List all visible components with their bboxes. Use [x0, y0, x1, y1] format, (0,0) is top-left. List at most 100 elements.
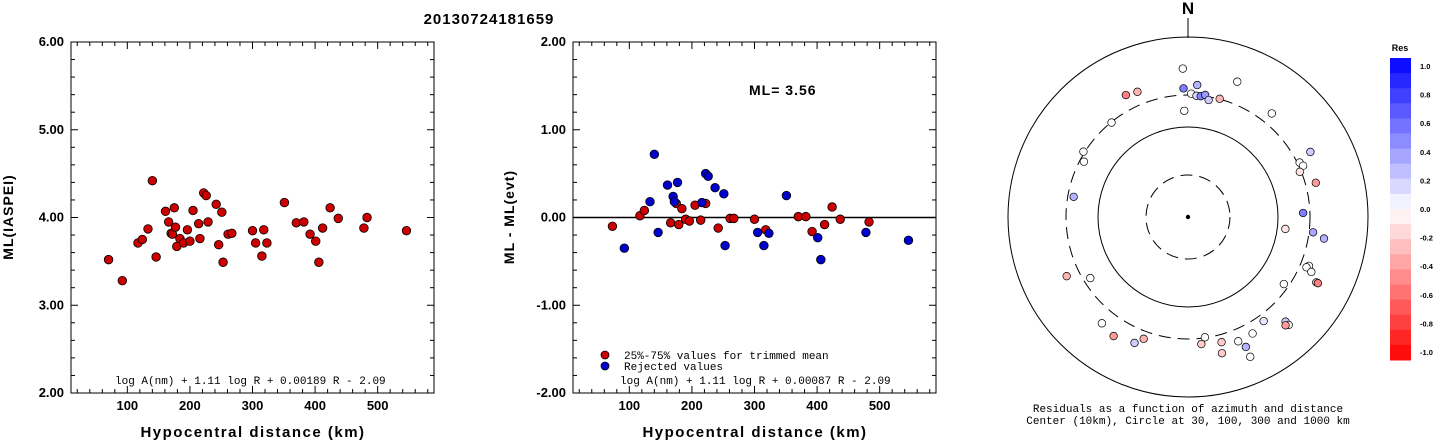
legend-label-trimmed: 25%-75% values for trimmed mean [624, 351, 829, 363]
station-residual-point [1133, 87, 1142, 96]
colorbar-tick-label: -0.6 [1420, 291, 1433, 300]
rejected-point [816, 254, 826, 265]
rejected-point [764, 228, 774, 238]
rejected-point [861, 227, 871, 238]
station-residual-point [1107, 118, 1116, 127]
station-residual-point [1233, 77, 1242, 86]
x-tick-label: 100 [116, 398, 138, 413]
colorbar-band [1390, 344, 1411, 361]
colorbar-tick-label: -0.2 [1420, 234, 1433, 243]
station-residual-point [1307, 267, 1316, 277]
x-tick-label: 500 [367, 398, 389, 413]
station-residual-point [1241, 342, 1250, 352]
figure-title: 20130724181659 [424, 11, 555, 28]
rejected-point [653, 227, 663, 238]
data-point [217, 207, 227, 217]
rejected-point [720, 240, 730, 251]
y-tick-label: 4.00 [39, 210, 64, 225]
data-point [218, 257, 228, 267]
station-residual-point [1215, 94, 1224, 103]
colorbar-band [1390, 329, 1411, 346]
station-residual-point [1200, 333, 1210, 342]
colorbar-tick-label: 0.2 [1420, 176, 1430, 185]
data-point [147, 175, 158, 186]
ring-100km [1097, 126, 1279, 308]
legend-label-rejected: Rejected values [624, 362, 723, 374]
rejected-point [619, 243, 630, 253]
north-label: N [1182, 0, 1194, 18]
colorbar-band [1390, 284, 1411, 301]
data-point [170, 222, 181, 232]
data-point [188, 205, 198, 216]
data-point [262, 238, 272, 248]
colorbar-tick-label: -1.0 [1420, 348, 1433, 357]
data-point [317, 223, 328, 233]
colorbar-band [1390, 88, 1411, 104]
y-tick-label: 3.00 [39, 297, 64, 312]
station-residual-point [1109, 331, 1118, 341]
data-point [259, 225, 269, 235]
x-tick-label: 500 [869, 398, 891, 413]
trimmed-point [801, 211, 811, 222]
station-residual-point [1306, 147, 1315, 157]
colorbar-band [1390, 239, 1411, 255]
rejected-point [672, 177, 683, 188]
station-residual-point [1311, 178, 1320, 187]
rejected-point [781, 190, 792, 201]
station-residual-point [1130, 338, 1139, 348]
station-residual-point [1267, 109, 1276, 118]
trimmed-point [639, 205, 650, 216]
trimmed-point [677, 204, 687, 214]
rejected-point [649, 149, 660, 160]
rejected-point [752, 227, 763, 238]
trimmed-point [665, 218, 676, 228]
polar-caption-line1: Residuals as a function of azimuth and d… [1033, 404, 1343, 416]
x-tick-label: 400 [304, 398, 326, 413]
epicenter-dot [1185, 214, 1191, 220]
data-point [314, 257, 324, 267]
rejected-point [710, 182, 720, 193]
legend-marker-red [600, 350, 610, 360]
data-point [195, 233, 205, 244]
station-residual-point [1313, 279, 1323, 288]
data-point [201, 190, 211, 201]
data-point [203, 217, 213, 227]
colorbar-band [1390, 133, 1411, 150]
y-tick-label: 2.00 [39, 385, 64, 400]
rejected-point [669, 197, 680, 207]
colorbar-band [1390, 209, 1411, 225]
rejected-point [903, 235, 914, 246]
x-axis-label: Hypocentral distance (km) [140, 424, 365, 441]
data-point [182, 225, 193, 235]
trimmed-point [713, 223, 723, 233]
data-point [214, 240, 224, 250]
colorbar-band [1390, 178, 1411, 195]
data-point [305, 229, 315, 239]
data-point [362, 212, 372, 223]
legend-marker-blue [600, 361, 610, 371]
trimmed-point [807, 226, 817, 237]
rejected-point [645, 197, 655, 207]
colorbar-band [1390, 299, 1411, 316]
station-residual-point [1259, 316, 1268, 326]
station-residual-point [1279, 279, 1288, 289]
colorbar-band [1390, 148, 1411, 165]
data-point [227, 228, 237, 238]
y-tick-label: 0.00 [541, 210, 566, 225]
station-residual-point [1062, 272, 1071, 281]
colorbar-band [1390, 58, 1411, 74]
ring-30km [1145, 174, 1231, 260]
colorbar-band [1390, 73, 1411, 89]
data-point [185, 236, 195, 246]
station-residual-point [1295, 167, 1304, 176]
data-point [117, 275, 128, 286]
trimmed-point [835, 214, 845, 224]
station-residual-point [1086, 273, 1095, 283]
colorbar-tick-label: 0.0 [1420, 205, 1430, 214]
station-residual-point [1246, 352, 1255, 361]
trimmed-point [827, 202, 837, 212]
data-point [169, 203, 179, 213]
colorbar-tick-label: -0.8 [1420, 319, 1433, 328]
x-tick-label: 400 [806, 398, 828, 413]
rejected-point [813, 232, 823, 243]
